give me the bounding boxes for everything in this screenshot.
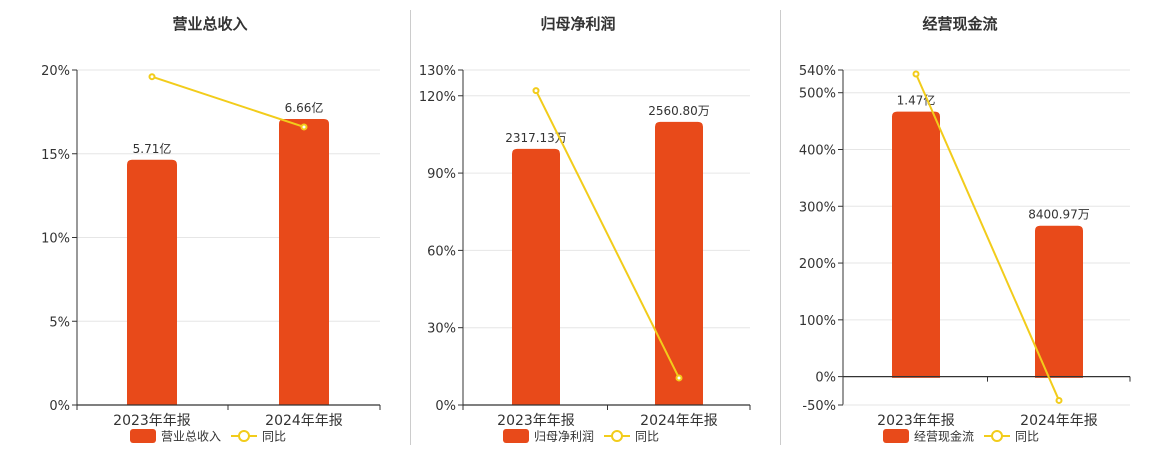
yoy-line xyxy=(151,75,305,128)
y-tick-label: 90% xyxy=(427,167,456,182)
legend-bar-label: 经营现金流 xyxy=(914,429,974,444)
y-tick-label: 200% xyxy=(799,257,836,272)
y-tick-label: 20% xyxy=(41,64,70,79)
y-tick-label: 15% xyxy=(41,148,70,163)
bar-data-label: 2560.80万 xyxy=(648,104,710,118)
chart-3: 经营现金流-50%0%100%200%300%400%500%540%1.47亿… xyxy=(799,15,1131,444)
bar-data-label: 8400.97万 xyxy=(1028,208,1090,222)
y-tick-label: 60% xyxy=(427,244,456,259)
y-tick-label: 10% xyxy=(41,232,70,247)
x-tick-label: 2023年年报 xyxy=(877,413,955,429)
y-tick-label: 400% xyxy=(799,143,836,158)
y-tick-label: 130% xyxy=(419,64,456,79)
chart-title: 营业总收入 xyxy=(172,15,247,33)
legend-bar-label: 归母净利润 xyxy=(534,430,594,444)
yoy-point xyxy=(675,374,683,382)
legend-bar-swatch xyxy=(503,429,529,443)
yoy-point xyxy=(532,87,540,95)
bar xyxy=(512,148,560,405)
bar-data-label: 2317.13万 xyxy=(505,131,567,145)
x-tick-label: 2024年年报 xyxy=(640,413,718,429)
bar xyxy=(279,118,329,405)
yoy-point xyxy=(148,73,156,81)
bar-data-label: 5.71亿 xyxy=(133,141,172,156)
y-tick-label: 300% xyxy=(799,200,836,215)
legend-line-marker xyxy=(611,430,623,442)
chart-2: 归母净利润 0% 30% 60% 90% 120% 130% 2317.13万 2560.80万… xyxy=(419,15,751,444)
yoy-line xyxy=(535,90,680,379)
y-tick-label: 0% xyxy=(49,399,70,414)
legend-line-label: 同比 xyxy=(1015,430,1039,444)
legend-line-label: 同比 xyxy=(262,430,286,444)
y-tick-label: 500% xyxy=(799,87,836,102)
bar xyxy=(1035,225,1083,378)
y-tick-label: 0% xyxy=(435,399,456,414)
x-tick-label: 2024年年报 xyxy=(1020,413,1098,429)
y-tick-label: 5% xyxy=(49,315,70,330)
bar-data-label: 6.66亿 xyxy=(285,100,324,115)
chart-title: 经营现金流 xyxy=(922,15,997,33)
x-tick-label: 2023年年报 xyxy=(497,413,575,429)
y-tick-label: 120% xyxy=(419,90,456,105)
y-tick-label: 30% xyxy=(427,322,456,337)
legend-bar-swatch xyxy=(883,429,909,443)
legend-bar-swatch xyxy=(130,429,156,443)
y-tick-label: 0% xyxy=(815,371,836,386)
legend-line-label: 同比 xyxy=(635,430,659,444)
legend-line-marker xyxy=(238,430,250,442)
bar xyxy=(655,121,703,405)
bar xyxy=(892,111,940,378)
y-tick-label: 540% xyxy=(799,64,836,79)
x-tick-label: 2023年年报 xyxy=(113,413,191,429)
yoy-point xyxy=(300,123,308,131)
yoy-point xyxy=(1055,396,1063,404)
chart-title: 归母净利润 xyxy=(540,15,615,33)
chart-1: 营业总收入 0% 5% 10% 15% 20% 5.71亿 6.66亿 2023年年报 2024年… xyxy=(41,15,381,444)
yoy-line xyxy=(915,73,1060,401)
x-tick-label: 2024年年报 xyxy=(265,413,343,429)
legend-line-marker xyxy=(991,430,1003,442)
y-tick-label: -50% xyxy=(802,399,836,414)
bar xyxy=(127,159,177,405)
yoy-point xyxy=(912,70,920,78)
legend-bar-label: 营业总收入 xyxy=(161,430,221,444)
y-tick-label: 100% xyxy=(799,314,836,329)
